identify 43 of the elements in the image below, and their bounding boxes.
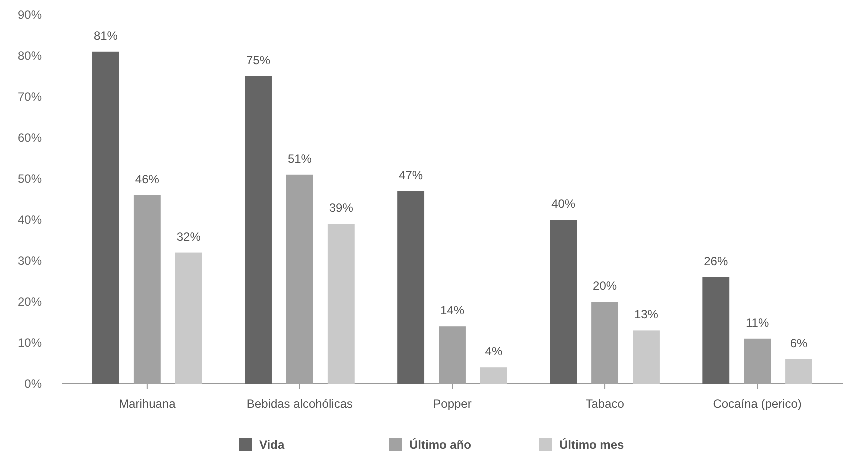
bar [398, 191, 425, 384]
bar [175, 252, 202, 384]
y-tick-label: 10% [18, 336, 42, 350]
data-label: 4% [485, 344, 503, 359]
bar [702, 277, 730, 384]
bar [633, 330, 660, 384]
data-label: 20% [593, 279, 618, 293]
data-label: 39% [329, 201, 354, 216]
x-tick-label: Tabaco [586, 397, 625, 411]
bar [245, 76, 272, 384]
data-label: 81% [94, 28, 118, 43]
data-label: 46% [135, 172, 160, 186]
data-label: 26% [704, 254, 728, 268]
x-tick-label: Bebidas alcohólicas [246, 397, 353, 411]
bar [550, 220, 578, 384]
data-label: 14% [440, 304, 465, 318]
bar [92, 52, 120, 384]
y-tick-label: 70% [18, 90, 42, 104]
data-label: 13% [634, 308, 659, 322]
x-tick-label: Popper [433, 397, 472, 411]
data-label: 6% [790, 336, 808, 350]
data-label: 75% [246, 54, 271, 68]
x-tick-label: Marihuana [119, 397, 176, 411]
data-label: 32% [176, 230, 202, 244]
y-tick-label: 30% [18, 254, 42, 268]
data-label: 47% [399, 168, 424, 182]
bar [786, 359, 812, 384]
y-tick-label: 50% [18, 172, 42, 186]
x-tick-label: Cocaína (perico) [713, 397, 802, 411]
y-tick-label: 80% [18, 49, 42, 64]
data-label: 51% [288, 152, 312, 166]
y-tick-label: 40% [18, 213, 42, 228]
legend-label: Vida [260, 438, 285, 452]
data-label: 40% [552, 197, 576, 211]
data-label: 11% [746, 316, 770, 330]
legend-label: Último año [410, 438, 472, 452]
y-tick-label: 20% [18, 295, 42, 310]
legend-label: Último mes [560, 438, 625, 452]
bar [328, 224, 355, 384]
y-tick-label: 60% [18, 131, 42, 146]
y-tick-label: 0% [24, 377, 42, 392]
y-tick-label: 90% [18, 8, 42, 22]
bar [480, 368, 508, 384]
